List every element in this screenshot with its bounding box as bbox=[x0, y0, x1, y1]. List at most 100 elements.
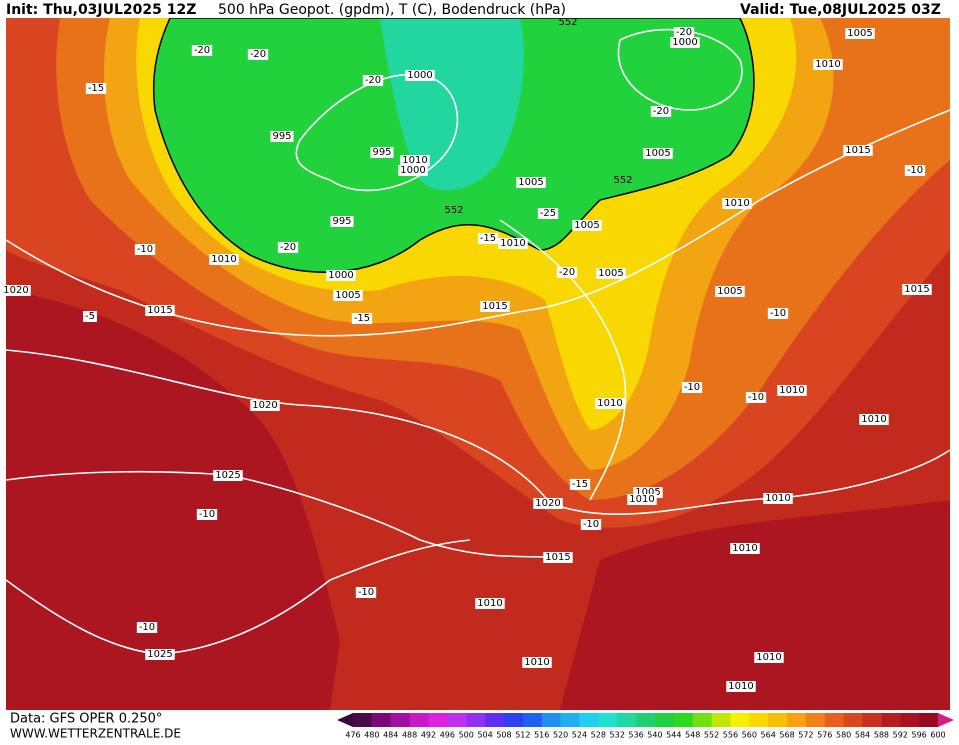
label-box bbox=[1, 285, 31, 296]
isobar-label-group: 1005 bbox=[572, 220, 602, 231]
isobar-label: 1010 bbox=[524, 657, 549, 668]
isobar-label-group: 1010 bbox=[475, 598, 505, 609]
isobar-label: 1010 bbox=[211, 254, 236, 265]
colorbar-tick-label: 588 bbox=[874, 731, 889, 740]
isobar-label: 1000 bbox=[328, 270, 353, 281]
colorbar-tick-label: 580 bbox=[836, 731, 851, 740]
field-dark-red bbox=[560, 500, 950, 710]
isobar-label-group: 1020 bbox=[250, 400, 280, 411]
temperature-label: -10 bbox=[358, 587, 374, 598]
label-box bbox=[326, 270, 356, 281]
temperature-label-group: -10 bbox=[745, 392, 767, 403]
label-box bbox=[595, 398, 625, 409]
label-box bbox=[902, 284, 932, 295]
label-box bbox=[754, 652, 784, 663]
colorbar-tick-label: 520 bbox=[553, 731, 568, 740]
isobar-label-group: 1005 bbox=[516, 177, 546, 188]
colorbar-tick-label: 576 bbox=[817, 731, 832, 740]
isobar-label: 1020 bbox=[252, 400, 277, 411]
colorbar-swatch bbox=[617, 713, 637, 727]
colorbar-swatch bbox=[409, 713, 429, 727]
label-box bbox=[477, 233, 499, 244]
isobar-label: 1010 bbox=[861, 414, 886, 425]
isobar-label-group: 1005 bbox=[596, 268, 626, 279]
colorbar-swatch bbox=[466, 713, 486, 727]
colorbar-tick-label: 548 bbox=[685, 731, 700, 740]
label-box bbox=[330, 216, 354, 227]
label-box bbox=[351, 313, 373, 324]
field-dark-red bbox=[6, 290, 340, 710]
label-box bbox=[83, 311, 97, 322]
temperature-label-group: -10 bbox=[355, 587, 377, 598]
isobar-label-group: 1010 bbox=[498, 238, 528, 249]
label-box bbox=[715, 286, 745, 297]
label-box bbox=[904, 165, 926, 176]
colorbar-tick-label: 488 bbox=[402, 731, 417, 740]
colorbar-swatch bbox=[654, 713, 675, 727]
isobar-label-group: 1010 bbox=[722, 198, 752, 209]
isobar-label: 1020 bbox=[535, 498, 560, 509]
isobar-label: 1005 bbox=[518, 177, 543, 188]
isobar-label-group: 1015 bbox=[543, 552, 573, 563]
temperature-label: -10 bbox=[137, 244, 153, 255]
temperature-label: -20 bbox=[676, 27, 692, 38]
isobar-label: 1000 bbox=[672, 37, 697, 48]
isobar bbox=[5, 470, 561, 558]
label-box bbox=[398, 165, 428, 176]
label-box bbox=[333, 290, 363, 301]
label-box bbox=[213, 470, 243, 481]
isobar-label-group: 1005 bbox=[643, 148, 673, 159]
isobars bbox=[5, 28, 951, 655]
colorbar-swatch bbox=[711, 713, 731, 727]
colorbar-swatch bbox=[673, 713, 694, 727]
label-box bbox=[145, 305, 175, 316]
temperature-label-group: -15 bbox=[85, 83, 107, 94]
isobar bbox=[5, 539, 471, 655]
colorbar-tick-label: 516 bbox=[534, 731, 549, 740]
colorbar-tick-label: 572 bbox=[798, 731, 813, 740]
isobar-label: 1025 bbox=[215, 470, 240, 481]
isobar-label: 1025 bbox=[147, 649, 172, 660]
isobar-label-group: 1010 bbox=[400, 155, 430, 166]
colorbar-swatch bbox=[919, 713, 939, 727]
isobar-label-group: 1000 bbox=[670, 37, 700, 48]
contour-552 bbox=[152, 17, 755, 273]
colorbar-tick-label: 536 bbox=[628, 731, 643, 740]
label-box bbox=[643, 148, 673, 159]
colorbar-swatch bbox=[692, 713, 713, 727]
colorbar-swatch bbox=[353, 713, 373, 727]
temperature-label-group: -20 bbox=[362, 75, 384, 86]
label-box bbox=[543, 552, 573, 563]
label-box bbox=[767, 308, 789, 319]
label-box bbox=[673, 27, 695, 38]
colorbar-swatch bbox=[636, 713, 656, 727]
temperature-label-group: -10 bbox=[767, 308, 789, 319]
temperature-label: -15 bbox=[354, 313, 370, 324]
field-cyan bbox=[380, 18, 524, 191]
colorbar-tick-label: 552 bbox=[704, 731, 719, 740]
isobar-label: 1010 bbox=[765, 493, 790, 504]
temperature-label-group: -20 bbox=[556, 267, 578, 278]
colorbar-tick-label: 508 bbox=[496, 731, 511, 740]
temperature-label-group: -25 bbox=[537, 208, 559, 219]
isobar-label-group: 1005 bbox=[633, 487, 663, 498]
temperature-label: -25 bbox=[540, 208, 556, 219]
label-box bbox=[633, 487, 663, 498]
colorbar-swatch bbox=[447, 713, 467, 727]
label-box bbox=[355, 587, 377, 598]
colorbar-swatch bbox=[503, 713, 524, 727]
isobar-label-group: 1020 bbox=[533, 498, 563, 509]
isobar-label: 1010 bbox=[728, 681, 753, 692]
isobar-label: 1010 bbox=[629, 494, 654, 505]
isobar-label: 995 bbox=[372, 147, 391, 158]
label-box bbox=[247, 49, 269, 60]
temperature-label-group: -20 bbox=[650, 106, 672, 117]
isobar-label-group: 1010 bbox=[209, 254, 239, 265]
colorbar-arrow-left bbox=[337, 713, 353, 727]
isobar-label-group: 1000 bbox=[326, 270, 356, 281]
isobar-label: 1015 bbox=[904, 284, 929, 295]
temperature-label: -10 bbox=[139, 622, 155, 633]
isobar-label-group: 1010 bbox=[777, 385, 807, 396]
isobar-label: 1005 bbox=[574, 220, 599, 231]
isobar-label-group: 1010 bbox=[763, 493, 793, 504]
